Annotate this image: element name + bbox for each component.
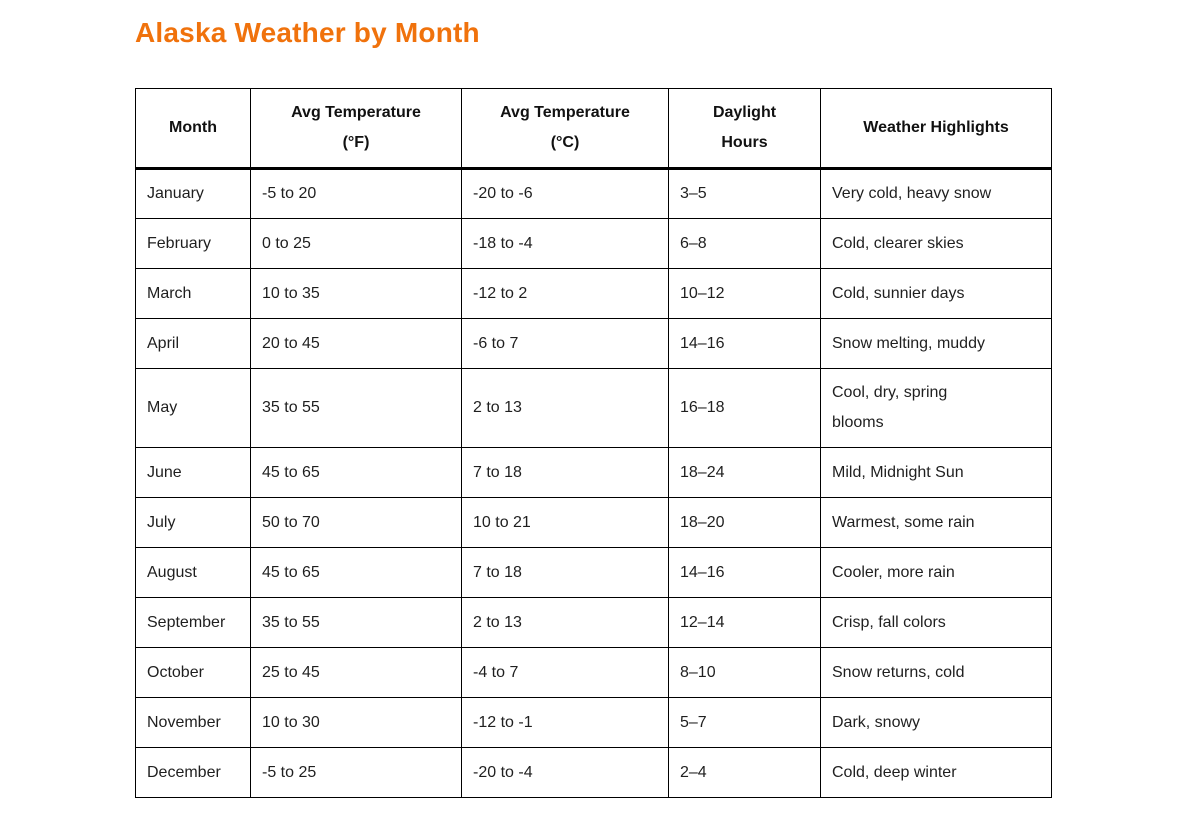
- cell-temp-f: 25 to 45: [250, 647, 462, 698]
- cell-daylight: 8–10: [668, 647, 821, 698]
- cell-temp-c: -20 to -6: [461, 168, 669, 219]
- column-header-month: Month: [135, 88, 251, 170]
- cell-temp-c: 7 to 18: [461, 547, 669, 598]
- cell-highlights: Crisp, fall colors: [820, 597, 1052, 648]
- cell-temp-f: 35 to 55: [250, 597, 462, 648]
- cell-temp-f: -5 to 25: [250, 747, 462, 798]
- cell-temp-c: -18 to -4: [461, 218, 669, 269]
- cell-daylight: 2–4: [668, 747, 821, 798]
- cell-temp-c: -12 to 2: [461, 268, 669, 319]
- cell-highlights: Very cold, heavy snow: [820, 168, 1052, 219]
- table-row: December -5 to 25 -20 to -4 2–4 Cold, deep w…: [135, 747, 1052, 798]
- cell-temp-f: 35 to 55: [250, 368, 462, 448]
- cell-temp-f: 50 to 70: [250, 497, 462, 548]
- table-row: October 25 to 45 -4 to 7 8–10 Snow returns, …: [135, 647, 1052, 698]
- cell-temp-c: 7 to 18: [461, 447, 669, 498]
- cell-month: January: [135, 168, 251, 219]
- cell-temp-f: 0 to 25: [250, 218, 462, 269]
- cell-temp-c: 2 to 13: [461, 597, 669, 648]
- table-row: April 20 to 45 -6 to 7 14–16 Snow melting, m…: [135, 318, 1052, 369]
- cell-month: May: [135, 368, 251, 448]
- cell-daylight: 10–12: [668, 268, 821, 319]
- table-row: August 45 to 65 7 to 18 14–16 Cooler, more r…: [135, 547, 1052, 598]
- table-body: January -5 to 20 -20 to -6 3–5 Very cold, he…: [135, 168, 1052, 798]
- column-header-temp-f: Avg Temperature (°F): [250, 88, 462, 170]
- table-row: September 35 to 55 2 to 13 12–14 Crisp, fall…: [135, 597, 1052, 648]
- cell-highlights: Warmest, some rain: [820, 497, 1052, 548]
- cell-temp-c: -6 to 7: [461, 318, 669, 369]
- table-row: June 45 to 65 7 to 18 18–24 Mild, Midnight S…: [135, 447, 1052, 498]
- cell-temp-f: 10 to 35: [250, 268, 462, 319]
- cell-month: February: [135, 218, 251, 269]
- cell-highlights: Cold, sunnier days: [820, 268, 1052, 319]
- cell-daylight: 18–20: [668, 497, 821, 548]
- cell-temp-c: 2 to 13: [461, 368, 669, 448]
- table-header: Month Avg Temperature (°F) Avg Temperatu…: [135, 88, 1052, 170]
- cell-highlights: Cooler, more rain: [820, 547, 1052, 598]
- weather-table: Month Avg Temperature (°F) Avg Temperatu…: [135, 88, 1052, 798]
- cell-highlights: Cold, deep winter: [820, 747, 1052, 798]
- cell-daylight: 14–16: [668, 318, 821, 369]
- table-row: March 10 to 35 -12 to 2 10–12 Cold, sunnier …: [135, 268, 1052, 319]
- cell-temp-c: 10 to 21: [461, 497, 669, 548]
- cell-highlights: Cold, clearer skies: [820, 218, 1052, 269]
- cell-month: March: [135, 268, 251, 319]
- cell-daylight: 12–14: [668, 597, 821, 648]
- cell-highlights: Snow returns, cold: [820, 647, 1052, 698]
- cell-daylight: 6–8: [668, 218, 821, 269]
- table-row: May 35 to 55 2 to 13 16–18 Cool, dry, spring…: [135, 368, 1052, 448]
- cell-month: November: [135, 697, 251, 748]
- table-row: July 50 to 70 10 to 21 18–20 Warmest, some r…: [135, 497, 1052, 548]
- cell-highlights: Mild, Midnight Sun: [820, 447, 1052, 498]
- cell-month: October: [135, 647, 251, 698]
- cell-month: July: [135, 497, 251, 548]
- cell-month: September: [135, 597, 251, 648]
- cell-highlights: Snow melting, muddy: [820, 318, 1052, 369]
- cell-month: June: [135, 447, 251, 498]
- cell-temp-f: 45 to 65: [250, 447, 462, 498]
- cell-temp-c: -20 to -4: [461, 747, 669, 798]
- cell-temp-f: 20 to 45: [250, 318, 462, 369]
- cell-daylight: 18–24: [668, 447, 821, 498]
- page-title: Alaska Weather by Month: [135, 17, 480, 48]
- cell-month: August: [135, 547, 251, 598]
- cell-temp-c: -4 to 7: [461, 647, 669, 698]
- cell-temp-f: 45 to 65: [250, 547, 462, 598]
- table-row: January -5 to 20 -20 to -6 3–5 Very cold, he…: [135, 168, 1052, 219]
- cell-highlights: Dark, snowy: [820, 697, 1052, 748]
- cell-temp-f: 10 to 30: [250, 697, 462, 748]
- cell-daylight: 5–7: [668, 697, 821, 748]
- column-header-daylight: Daylight Hours: [668, 88, 821, 170]
- cell-month: April: [135, 318, 251, 369]
- cell-daylight: 14–16: [668, 547, 821, 598]
- column-header-highlights: Weather Highlights: [820, 88, 1052, 170]
- cell-highlights: Cool, dry, spring blooms: [820, 368, 1052, 448]
- cell-month: December: [135, 747, 251, 798]
- cell-daylight: 3–5: [668, 168, 821, 219]
- cell-daylight: 16–18: [668, 368, 821, 448]
- table-row: November 10 to 30 -12 to -1 5–7 Dark, snowy: [135, 697, 1052, 748]
- cell-temp-c: -12 to -1: [461, 697, 669, 748]
- header-row: Month Avg Temperature (°F) Avg Temperatu…: [135, 88, 1052, 170]
- cell-temp-f: -5 to 20: [250, 168, 462, 219]
- column-header-temp-c: Avg Temperature (°C): [461, 88, 669, 170]
- table-row: February 0 to 25 -18 to -4 6–8 Cold, clearer…: [135, 218, 1052, 269]
